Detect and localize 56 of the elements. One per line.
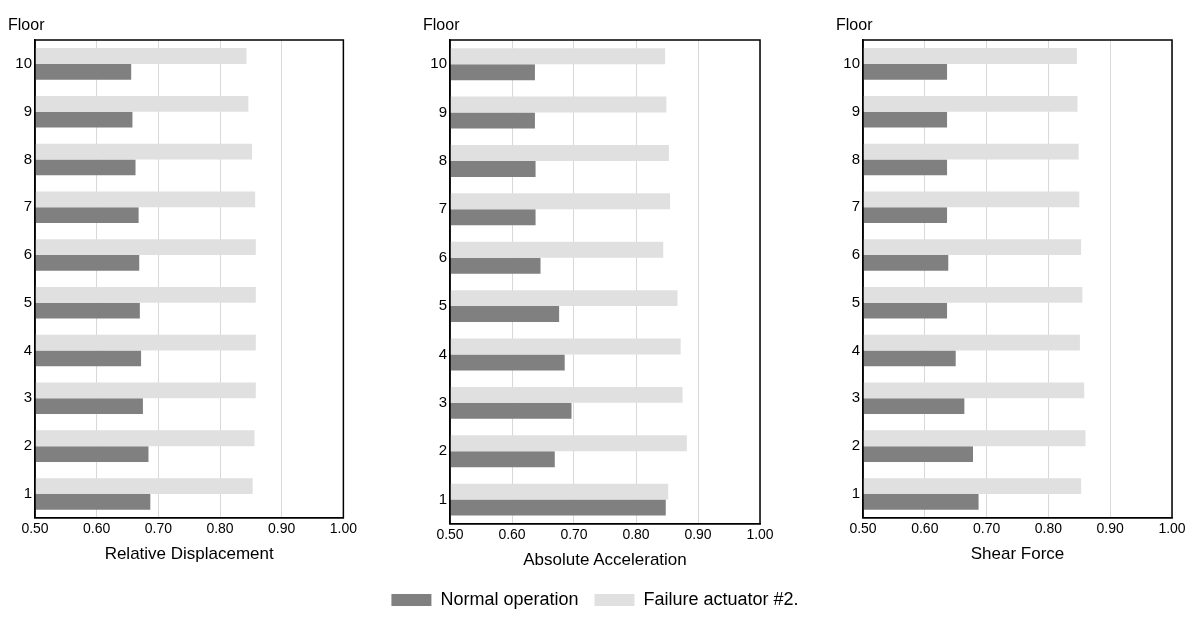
legend-label: Normal operation <box>440 588 579 609</box>
y-axis-title: Floor <box>423 16 461 34</box>
x-tick-label: 0.90 <box>1096 520 1125 537</box>
x-tick-label: 0.70 <box>972 520 1001 537</box>
y-tick-label: 7 <box>438 199 447 217</box>
x-tick-label: 0.70 <box>144 520 173 537</box>
x-tick-label: 0.80 <box>622 526 650 543</box>
y-tick-label: 2 <box>438 441 447 459</box>
y-tick-label: 9 <box>851 101 860 119</box>
y-tick-label: 7 <box>23 197 32 215</box>
y-tick-label: 8 <box>851 149 860 167</box>
y-tick-label: 1 <box>851 484 860 502</box>
y-tick-label: 4 <box>438 344 447 362</box>
y-tick-label: 2 <box>851 436 860 454</box>
x-tick-label: 0.60 <box>83 520 111 537</box>
x-tick-label: 0.50 <box>21 520 49 537</box>
y-tick-label: 5 <box>851 292 860 310</box>
y-tick-label: 1 <box>23 484 32 502</box>
x-axis-title: Relative Displacement <box>104 544 275 564</box>
y-tick-label: 10 <box>430 54 447 72</box>
y-axis-title: Floor <box>8 16 46 34</box>
x-axis-title: Absolute Acceleration <box>523 550 687 570</box>
y-tick-label: 2 <box>23 436 32 454</box>
y-tick-label: 6 <box>851 245 860 263</box>
y-tick-label: 10 <box>843 54 860 72</box>
x-tick-label: 0.90 <box>684 526 712 543</box>
x-tick-label: 1.00 <box>1158 520 1186 537</box>
y-tick-label: 7 <box>851 197 860 215</box>
y-tick-label: 5 <box>438 296 447 314</box>
x-tick-label: 0.80 <box>1034 520 1063 537</box>
y-tick-label: 4 <box>23 340 32 358</box>
y-tick-label: 9 <box>438 102 447 120</box>
y-tick-label: 10 <box>15 54 32 72</box>
legend-label: Failure actuator #2. <box>643 588 799 609</box>
y-tick-label: 1 <box>438 489 447 507</box>
y-tick-label: 8 <box>23 149 32 167</box>
y-tick-label: 9 <box>23 101 32 119</box>
x-tick-label: 1.00 <box>746 526 774 543</box>
y-axis-title: Floor <box>836 16 874 34</box>
x-tick-label: 0.80 <box>206 520 234 537</box>
y-tick-label: 6 <box>438 247 447 265</box>
x-tick-label: 0.90 <box>268 520 296 537</box>
y-tick-label: 4 <box>851 340 860 358</box>
x-axis-title: Shear Force <box>970 544 1065 564</box>
x-tick-label: 0.60 <box>911 520 939 537</box>
x-tick-label: 0.50 <box>436 526 464 543</box>
y-tick-label: 6 <box>23 245 32 263</box>
x-tick-label: 1.00 <box>329 520 358 537</box>
y-tick-label: 3 <box>23 388 32 406</box>
y-tick-label: 8 <box>438 151 447 169</box>
x-tick-label: 0.60 <box>498 526 526 543</box>
y-tick-label: 5 <box>23 292 32 310</box>
x-tick-label: 0.50 <box>849 520 877 537</box>
x-tick-label: 0.70 <box>560 526 588 543</box>
y-tick-label: 3 <box>438 392 447 410</box>
y-tick-label: 3 <box>851 388 860 406</box>
